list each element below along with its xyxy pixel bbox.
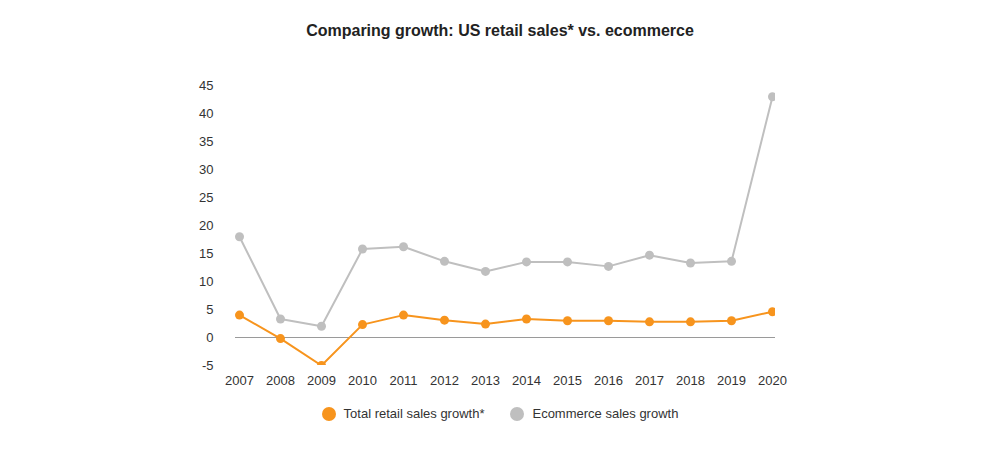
svg-text:15: 15 [199, 246, 213, 261]
svg-text:45: 45 [199, 78, 213, 93]
svg-text:2017: 2017 [635, 373, 664, 388]
svg-text:10: 10 [199, 274, 213, 289]
svg-text:2019: 2019 [717, 373, 746, 388]
svg-text:2012: 2012 [430, 373, 459, 388]
svg-text:2015: 2015 [553, 373, 582, 388]
svg-text:20: 20 [199, 218, 213, 233]
svg-text:-5: -5 [202, 358, 214, 373]
svg-text:2011: 2011 [390, 373, 418, 388]
svg-text:35: 35 [199, 134, 213, 149]
svg-text:25: 25 [199, 190, 213, 205]
svg-text:2016: 2016 [594, 373, 623, 388]
svg-text:40: 40 [199, 106, 213, 121]
svg-text:2008: 2008 [266, 373, 295, 388]
html-text:Ecommerce sales growth: Ecommerce sales growth [532, 406, 679, 421]
svg-text:30: 30 [199, 162, 213, 177]
svg-text:2018: 2018 [676, 373, 705, 388]
svg-text:0: 0 [206, 330, 213, 345]
svg-text:2014: 2014 [512, 373, 541, 388]
html-text:Total retail sales growth*: Total retail sales growth* [343, 406, 485, 421]
svg-text:2010: 2010 [348, 373, 377, 388]
svg-text:2009: 2009 [307, 373, 336, 388]
svg-text:2020: 2020 [758, 373, 787, 388]
svg-text:2007: 2007 [225, 373, 254, 388]
html-text:Comparing growth: US retail sa: Comparing growth: US retail sales* vs. e… [306, 22, 694, 39]
svg-text:2013: 2013 [471, 373, 500, 388]
svg-text:5: 5 [206, 302, 213, 317]
